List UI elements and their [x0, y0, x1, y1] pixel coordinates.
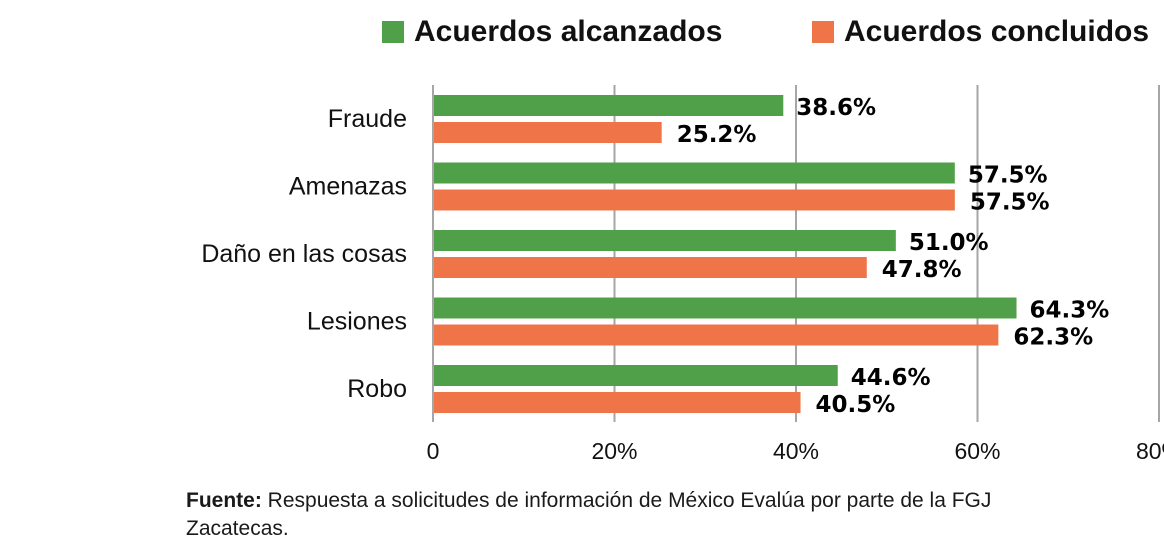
legend-item-concluidos: Acuerdos concluidos [812, 12, 1149, 52]
bar-chart: 0 20% 40% 60% 80% Fraude 38.6% 25.2% Amenazas 57.… [201, 85, 1164, 464]
data-label: 62.3% [1013, 325, 1093, 351]
data-label: 57.5% [968, 163, 1048, 189]
x-tick-label: 0 [427, 438, 440, 464]
legend-swatch-concluidos [812, 21, 834, 43]
bar [433, 257, 867, 278]
data-label: 51.0% [909, 230, 989, 256]
data-label: 40.5% [816, 392, 896, 418]
category-label: Robo [347, 375, 407, 403]
data-label: 25.2% [677, 122, 757, 148]
category-label: Daño en las cosas [201, 240, 407, 268]
bar [433, 297, 1017, 319]
legend-swatch-alcanzados [382, 21, 404, 43]
bar [433, 95, 784, 116]
bar [433, 189, 955, 211]
legend-item-alcanzados: Acuerdos alcanzados [382, 12, 722, 52]
category-label: Fraude [328, 105, 407, 133]
bar [433, 365, 838, 386]
category-label: Lesiones [307, 308, 407, 336]
x-tick-label: 40% [773, 438, 819, 464]
bar [433, 324, 999, 346]
bar [433, 162, 955, 184]
x-tick-label: 80% [1136, 438, 1164, 464]
x-tick-label: 60% [954, 438, 1000, 464]
data-label: 44.6% [851, 365, 931, 391]
x-tick-label: 20% [591, 438, 637, 464]
legend-label-alcanzados: Acuerdos alcanzados [414, 15, 723, 48]
bar [433, 122, 662, 143]
source-note: Fuente: Respuesta a solicitudes de infor… [186, 487, 1086, 543]
data-label: 47.8% [882, 257, 962, 283]
category-label: Amenazas [289, 173, 407, 201]
source-prefix: Fuente: [186, 489, 262, 512]
bar [433, 230, 896, 251]
source-text: Respuesta a solicitudes de información d… [186, 489, 992, 540]
data-label: 38.6% [796, 95, 876, 121]
bar [433, 392, 801, 413]
data-label: 57.5% [970, 190, 1050, 216]
legend-label-concluidos: Acuerdos concluidos [844, 15, 1150, 48]
data-label: 64.3% [1030, 298, 1110, 324]
